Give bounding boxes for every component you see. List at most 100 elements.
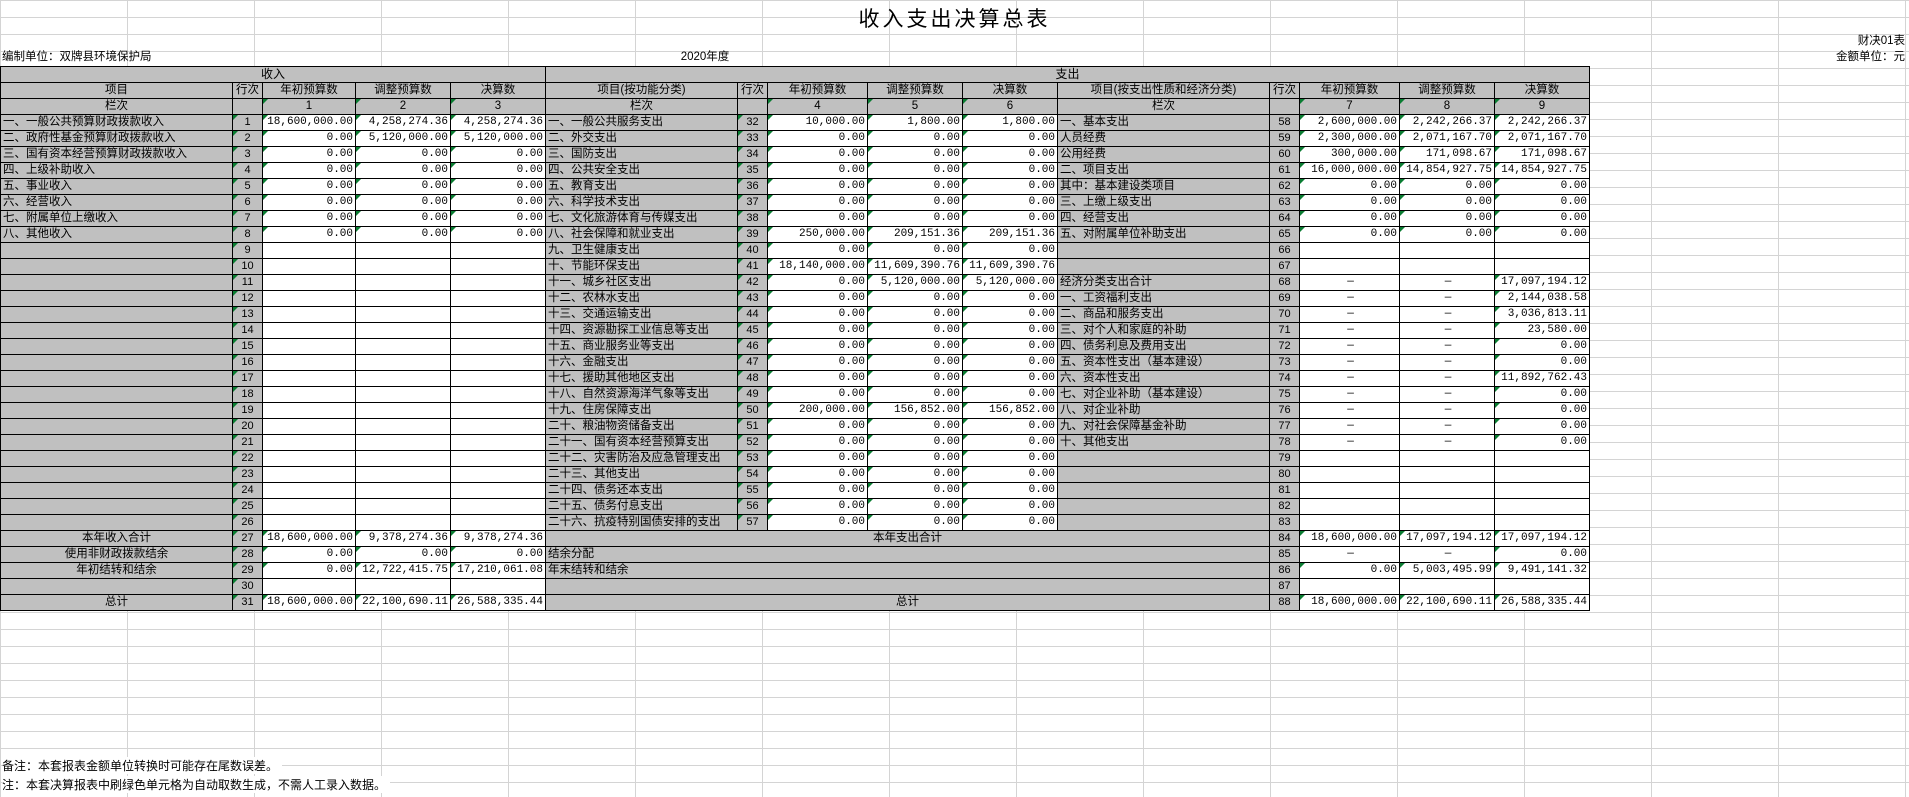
income-c3-value[interactable]: 0.00 <box>450 162 546 179</box>
function-c6-value[interactable]: 0.00 <box>962 338 1058 355</box>
function-c5-value[interactable]: 0.00 <box>867 386 963 403</box>
income-c2-value[interactable] <box>355 514 451 531</box>
income-c2-value[interactable] <box>355 450 451 467</box>
expenditure-summary-label[interactable]: 总计 <box>545 594 1270 611</box>
economic-c9-value[interactable] <box>1494 258 1590 275</box>
income-c1-value[interactable] <box>262 514 356 531</box>
income-c2-value[interactable] <box>355 306 451 323</box>
function-c4-value[interactable]: 18,140,000.00 <box>767 258 868 275</box>
function-c4-value[interactable]: 0.00 <box>767 354 868 371</box>
economic-item-label[interactable]: 七、对企业补助（基本建设） <box>1057 386 1270 403</box>
function-c4-value[interactable]: 0.00 <box>767 514 868 531</box>
function-c4-value[interactable]: 0.00 <box>767 210 868 227</box>
function-item-label[interactable]: 二十二、灾害防治及应急管理支出 <box>545 450 738 467</box>
function-c5-value[interactable]: 0.00 <box>867 482 963 499</box>
income-c2-value[interactable] <box>355 386 451 403</box>
economic-c9-value[interactable]: 23,580.00 <box>1494 322 1590 339</box>
function-c6-value[interactable]: 0.00 <box>962 418 1058 435</box>
income-c3-value[interactable]: 26,588,335.44 <box>450 594 546 611</box>
economic-c9-value[interactable]: 0.00 <box>1494 210 1590 227</box>
income-item-label[interactable]: 八、其他收入 <box>0 226 233 243</box>
economic-c7-value[interactable]: 300,000.00 <box>1299 146 1400 163</box>
income-item-label[interactable] <box>0 306 233 323</box>
economic-item-label[interactable]: 经济分类支出合计 <box>1057 274 1270 291</box>
function-c4-value[interactable]: 0.00 <box>767 482 868 499</box>
income-c3-value[interactable]: 17,210,061.08 <box>450 562 546 579</box>
income-c3-value[interactable] <box>450 354 546 371</box>
expenditure-summary-label[interactable]: 年末结转和结余 <box>545 562 1270 579</box>
economic-c9-value[interactable] <box>1494 482 1590 499</box>
economic-c9-value[interactable]: 171,098.67 <box>1494 146 1590 163</box>
economic-c8-value[interactable]: — <box>1399 338 1495 355</box>
function-c5-value[interactable]: 0.00 <box>867 498 963 515</box>
income-c3-value[interactable] <box>450 322 546 339</box>
function-c6-value[interactable]: 209,151.36 <box>962 226 1058 243</box>
economic-c7-value[interactable] <box>1299 514 1400 531</box>
function-c5-value[interactable]: 209,151.36 <box>867 226 963 243</box>
income-c2-value[interactable]: 0.00 <box>355 178 451 195</box>
economic-c9-value[interactable] <box>1494 498 1590 515</box>
income-item-label[interactable] <box>0 370 233 387</box>
economic-c7-value[interactable]: 0.00 <box>1299 194 1400 211</box>
economic-c7-value[interactable]: 18,600,000.00 <box>1299 594 1400 611</box>
economic-item-label[interactable]: 六、资本性支出 <box>1057 370 1270 387</box>
economic-item-label[interactable] <box>1057 482 1270 499</box>
function-c6-value[interactable]: 0.00 <box>962 370 1058 387</box>
economic-c7-value[interactable]: — <box>1299 322 1400 339</box>
income-c3-value[interactable]: 0.00 <box>450 178 546 195</box>
function-c6-value[interactable]: 1,800.00 <box>962 114 1058 131</box>
function-item-label[interactable]: 十八、自然资源海洋气象等支出 <box>545 386 738 403</box>
function-c5-value[interactable]: 0.00 <box>867 338 963 355</box>
income-c3-value[interactable]: 5,120,000.00 <box>450 130 546 147</box>
function-c6-value[interactable]: 0.00 <box>962 178 1058 195</box>
economic-item-label[interactable]: 五、对附属单位补助支出 <box>1057 226 1270 243</box>
income-item-label[interactable] <box>0 354 233 371</box>
economic-c7-value[interactable] <box>1299 466 1400 483</box>
economic-c7-value[interactable]: — <box>1299 434 1400 451</box>
income-c3-value[interactable] <box>450 338 546 355</box>
economic-c8-value[interactable]: — <box>1399 290 1495 307</box>
income-c2-value[interactable] <box>355 242 451 259</box>
income-c1-value[interactable]: 0.00 <box>262 194 356 211</box>
economic-c9-value[interactable]: 0.00 <box>1494 226 1590 243</box>
function-item-label[interactable]: 八、社会保障和就业支出 <box>545 226 738 243</box>
income-c3-value[interactable] <box>450 514 546 531</box>
function-c5-value[interactable]: 0.00 <box>867 370 963 387</box>
economic-c9-value[interactable] <box>1494 242 1590 259</box>
economic-c8-value[interactable]: — <box>1399 306 1495 323</box>
economic-c9-value[interactable]: 0.00 <box>1494 178 1590 195</box>
income-c2-value[interactable] <box>355 322 451 339</box>
economic-c8-value[interactable]: 14,854,927.75 <box>1399 162 1495 179</box>
economic-item-label[interactable] <box>1057 514 1270 531</box>
function-item-label[interactable]: 二、外交支出 <box>545 130 738 147</box>
income-c3-value[interactable]: 0.00 <box>450 146 546 163</box>
income-item-label[interactable] <box>0 274 233 291</box>
economic-c7-value[interactable]: 0.00 <box>1299 226 1400 243</box>
function-item-label[interactable]: 六、科学技术支出 <box>545 194 738 211</box>
income-c1-value[interactable] <box>262 258 356 275</box>
income-item-label[interactable] <box>0 482 233 499</box>
income-item-label[interactable] <box>0 466 233 483</box>
function-c5-value[interactable]: 0.00 <box>867 178 963 195</box>
income-c2-value[interactable] <box>355 258 451 275</box>
income-c2-value[interactable]: 22,100,690.11 <box>355 594 451 611</box>
income-c1-value[interactable]: 0.00 <box>262 562 356 579</box>
function-c4-value[interactable]: 0.00 <box>767 306 868 323</box>
function-c4-value[interactable]: 0.00 <box>767 130 868 147</box>
economic-c8-value[interactable] <box>1399 258 1495 275</box>
income-c1-value[interactable]: 18,600,000.00 <box>262 530 356 547</box>
income-c1-value[interactable] <box>262 274 356 291</box>
economic-item-label[interactable]: 一、工资福利支出 <box>1057 290 1270 307</box>
income-c1-value[interactable]: 0.00 <box>262 546 356 563</box>
economic-item-label[interactable]: 二、项目支出 <box>1057 162 1270 179</box>
economic-c7-value[interactable]: — <box>1299 306 1400 323</box>
economic-c9-value[interactable] <box>1494 450 1590 467</box>
income-c1-value[interactable] <box>262 578 356 595</box>
function-c6-value[interactable]: 0.00 <box>962 514 1058 531</box>
function-c4-value[interactable]: 0.00 <box>767 290 868 307</box>
income-c1-value[interactable]: 18,600,000.00 <box>262 594 356 611</box>
function-c4-value[interactable]: 250,000.00 <box>767 226 868 243</box>
function-c5-value[interactable]: 1,800.00 <box>867 114 963 131</box>
income-c1-value[interactable] <box>262 434 356 451</box>
economic-item-label[interactable]: 四、债务利息及费用支出 <box>1057 338 1270 355</box>
